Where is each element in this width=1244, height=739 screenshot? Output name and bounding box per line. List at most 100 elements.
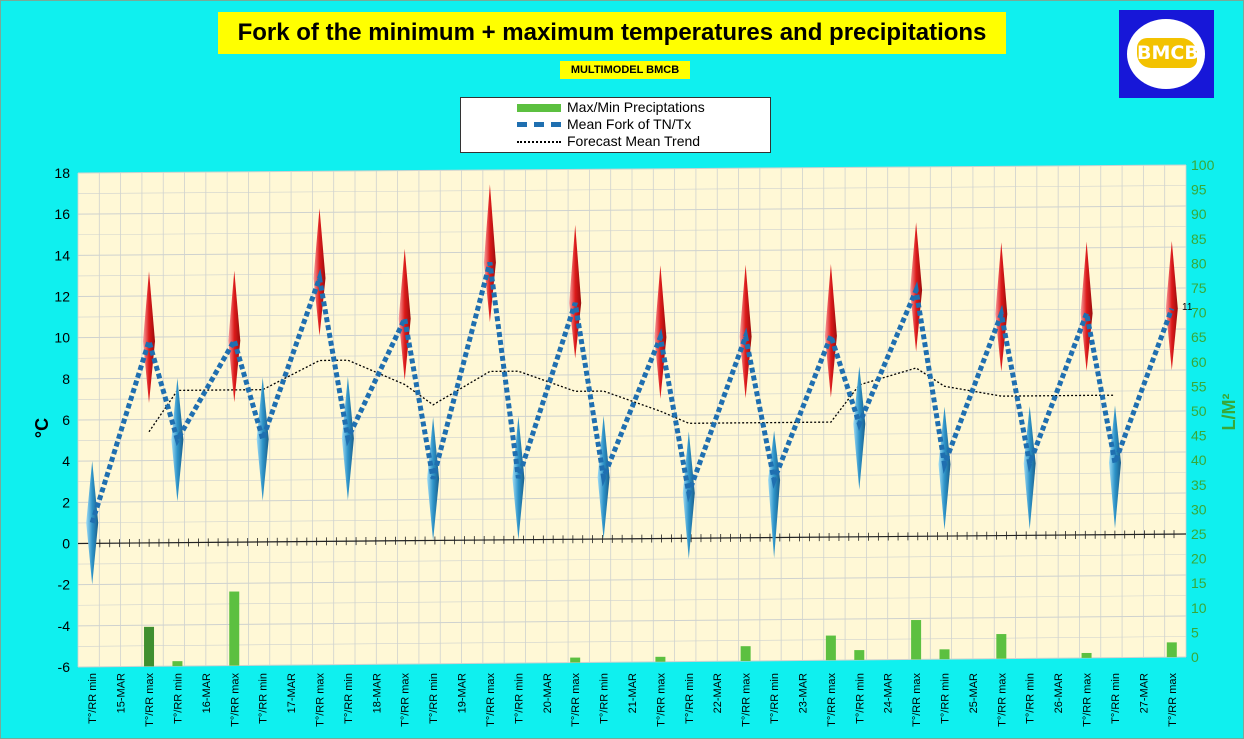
- x-axis-labels: T°/RR min 15-MAR T°/RR max T°/RR min 16-MAR T…: [87, 673, 1179, 727]
- x-tick-label: T°/RR max: [741, 673, 753, 727]
- y2-axis-title: L/M²: [1219, 394, 1239, 431]
- y2-tick-label: 25: [1191, 526, 1207, 542]
- precip-bar: [172, 661, 183, 667]
- legend-label-precip: Max/Min Preciptations: [567, 99, 705, 115]
- precip-bar: [655, 656, 666, 662]
- y-tick-label: -6: [58, 659, 71, 675]
- y2-tick-label: 85: [1191, 231, 1207, 247]
- precip-bar: [996, 634, 1007, 659]
- spike-min: [256, 377, 269, 501]
- mean-fork-path: [89, 261, 1175, 524]
- legend-item-precip: Max/Min Preciptations: [461, 99, 770, 116]
- x-tick-label: T°/RR max: [826, 673, 838, 727]
- x-tick-label: T°/RR min: [599, 673, 611, 724]
- y-tick-label: 6: [62, 412, 70, 428]
- x-tick-label: T°/RR min: [1025, 673, 1037, 724]
- chart-title: Fork of the minimum + maximum temperatur…: [218, 12, 1006, 54]
- spike-max: [1165, 241, 1178, 371]
- precip-bars: [144, 591, 1177, 667]
- x-tick-label: T°/RR max: [1082, 673, 1094, 727]
- x-tick-label: 24-MAR: [883, 673, 895, 713]
- x-tick-label: 25-MAR: [968, 673, 980, 713]
- x-axis: [77, 530, 1187, 548]
- legend-label-mean-fork: Mean Fork of TN/Tx: [567, 116, 692, 132]
- x-tick-label: 17-MAR: [286, 673, 298, 713]
- chart-subtitle: MULTIMODEL BMCB: [560, 61, 690, 79]
- x-tick-label: T°/RR max: [996, 673, 1008, 727]
- legend-swatch-trend: [517, 141, 561, 143]
- x-tick-label: 18-MAR: [371, 673, 383, 713]
- legend-label-trend: Forecast Mean Trend: [567, 133, 701, 149]
- y2-tick-label: 80: [1191, 255, 1207, 271]
- x-tick-label: 27-MAR: [1138, 673, 1150, 713]
- precip-bar: [229, 591, 240, 666]
- logo-mark: BMCB: [1137, 38, 1199, 68]
- x-tick-label: T°/RR min: [1110, 673, 1122, 724]
- y2-tick-label: 30: [1191, 501, 1207, 517]
- y2-tick-label: 15: [1191, 575, 1207, 591]
- precip-bar: [1081, 652, 1092, 658]
- y-tick-label: 4: [62, 453, 70, 469]
- y2-tick-label: 5: [1191, 624, 1199, 640]
- legend-item-mean-fork: Mean Fork of TN/Tx: [461, 116, 770, 133]
- precip-bar: [740, 646, 751, 661]
- x-tick-label: T°/RR max: [485, 673, 497, 727]
- y2-tick-label: 70: [1191, 305, 1207, 321]
- x-tick-label: 20-MAR: [542, 673, 554, 713]
- y-axis-labels: 18 16 14 12 10 8 6 4 2 0 -2 -4 -6: [54, 165, 70, 675]
- precip-bar: [570, 657, 581, 663]
- y2-tick-label: 65: [1191, 329, 1207, 345]
- y-tick-label: 2: [62, 494, 70, 510]
- mean-fork: [89, 261, 1175, 524]
- precip-bar: [144, 626, 155, 667]
- y-tick-label: 0: [62, 536, 70, 552]
- y2-tick-label: 100: [1191, 157, 1215, 173]
- y2-tick-label: 50: [1191, 403, 1207, 419]
- x-tick-label: T°/RR min: [684, 673, 696, 724]
- x-tick-label: T°/RR max: [1167, 673, 1179, 727]
- x-tick-label: T°/RR min: [428, 673, 440, 724]
- y-tick-label: 14: [54, 247, 70, 263]
- spike-max: [824, 264, 837, 398]
- x-tick-label: 23-MAR: [798, 673, 810, 713]
- y2-tick-label: 35: [1191, 477, 1207, 493]
- precip-bar: [825, 635, 836, 661]
- y2-tick-label: 0: [1191, 649, 1199, 665]
- y2-tick-label: 20: [1191, 551, 1207, 567]
- y2-tick-label: 55: [1191, 378, 1207, 394]
- precip-bar: [1166, 642, 1177, 658]
- precip-bar: [939, 649, 950, 660]
- x-tick-label: T°/RR max: [144, 673, 156, 727]
- x-tick-label: 16-MAR: [201, 673, 213, 713]
- y-tick-label: -4: [58, 618, 71, 634]
- x-tick-label: T°/RR max: [570, 673, 582, 727]
- y2-tick-label: 40: [1191, 452, 1207, 468]
- spike-max: [1080, 241, 1093, 371]
- y-tick-label: -2: [58, 577, 71, 593]
- y-tick-label: 10: [54, 330, 70, 346]
- x-tick-label: T°/RR min: [172, 673, 184, 724]
- y2-tick-label: 60: [1191, 354, 1207, 370]
- x-tick-label: T°/RR min: [258, 673, 270, 724]
- x-tick-label: T°/RR min: [513, 673, 525, 724]
- x-tick-label: 22-MAR: [712, 673, 724, 713]
- precip-bar: [911, 620, 922, 660]
- x-tick-label: T°/RR min: [87, 673, 99, 724]
- x-tick-label: 21-MAR: [627, 673, 639, 713]
- bmcb-logo: BMCB: [1119, 10, 1214, 98]
- y-tick-label: 18: [54, 165, 70, 181]
- y2-axis-labels: 1009590858075706560555045403530252015105…: [1191, 157, 1215, 665]
- x-tick-label: 15-MAR: [116, 673, 128, 713]
- trend-line: [148, 359, 1116, 433]
- y2-tick-label: 45: [1191, 428, 1207, 444]
- x-tick-label: T°/RR max: [655, 673, 667, 727]
- x-tick-label: 19-MAR: [457, 673, 469, 713]
- x-tick-label: T°/RR max: [911, 673, 923, 727]
- y2-tick-label: 75: [1191, 280, 1207, 296]
- x-tick-label: T°/RR max: [400, 673, 412, 727]
- y2-tick-label: 10: [1191, 600, 1207, 616]
- x-tick-label: T°/RR min: [940, 673, 952, 724]
- y-tick-label: 16: [54, 206, 70, 222]
- y-tick-label: 12: [54, 289, 70, 305]
